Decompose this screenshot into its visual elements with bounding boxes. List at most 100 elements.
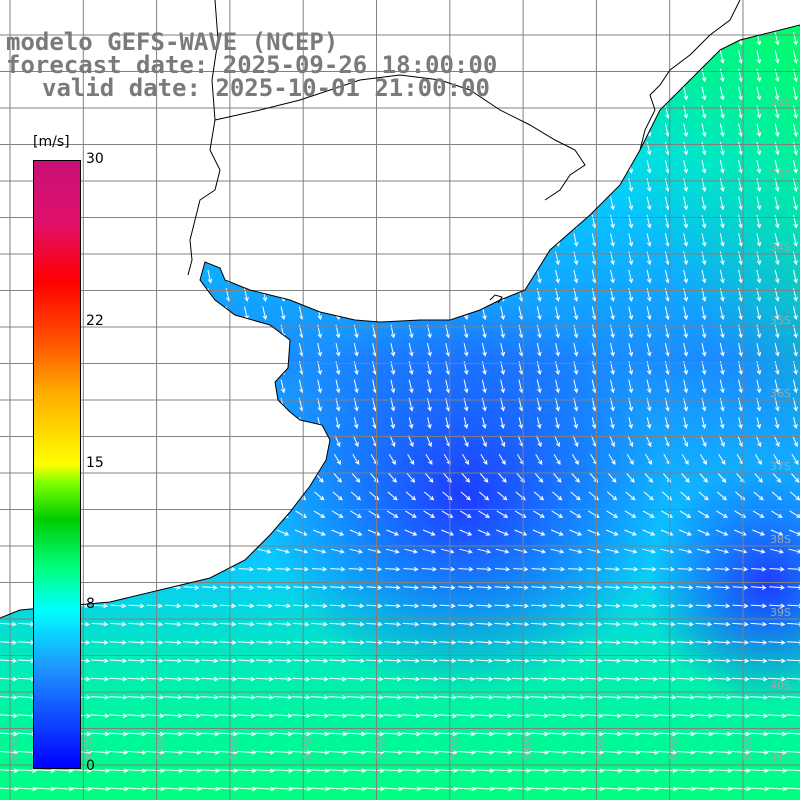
wind-arrow-icon xyxy=(518,123,524,138)
wind-arrow-icon xyxy=(146,658,164,664)
wind-arrow-icon xyxy=(18,603,35,609)
wind-arrow-icon xyxy=(683,379,689,394)
wind-arrow-icon xyxy=(770,548,784,554)
wind-arrow-icon xyxy=(481,269,487,284)
wind-arrow-icon xyxy=(602,786,623,792)
wind-arrow-icon xyxy=(401,750,422,755)
wind-arrow-icon xyxy=(24,196,30,211)
wind-arrow-icon xyxy=(53,786,74,792)
wind-arrow-icon xyxy=(162,786,184,792)
wind-arrow-icon xyxy=(92,585,108,590)
wind-arrow-icon xyxy=(260,454,268,466)
wind-arrow-icon xyxy=(701,159,707,174)
wind-arrow-icon xyxy=(328,676,347,682)
wind-arrow-icon xyxy=(353,435,359,448)
wind-arrow-icon xyxy=(536,379,542,394)
wind-arrow-icon xyxy=(694,676,713,682)
wind-arrow-icon xyxy=(773,435,780,448)
wind-arrow-icon xyxy=(756,196,762,211)
wind-arrow-icon xyxy=(93,529,107,536)
wind-arrow-icon xyxy=(420,676,439,682)
wind-arrow-icon xyxy=(182,676,201,682)
wind-arrow-icon xyxy=(536,269,542,284)
wind-arrow-icon xyxy=(71,786,93,792)
wind-arrow-icon xyxy=(327,750,348,755)
wind-arrow-icon xyxy=(401,695,421,700)
wind-arrow-icon xyxy=(768,640,786,645)
wind-arrow-icon xyxy=(565,768,586,774)
wind-arrow-icon xyxy=(518,269,524,284)
wind-arrow-icon xyxy=(658,676,677,682)
wind-arrow-icon xyxy=(664,342,670,357)
wind-arrow-icon xyxy=(170,178,176,193)
wind-arrow-icon xyxy=(353,123,359,138)
longitude-label: 54W xyxy=(521,735,534,760)
wind-arrow-icon xyxy=(774,379,780,394)
wind-arrow-icon xyxy=(164,676,183,682)
wind-arrow-icon xyxy=(115,379,121,394)
wind-arrow-icon xyxy=(427,141,432,156)
wind-arrow-icon xyxy=(664,159,670,174)
wind-arrow-icon xyxy=(207,159,213,174)
wind-arrow-icon xyxy=(555,306,560,321)
wind-arrow-icon xyxy=(566,695,586,700)
wind-arrow-icon xyxy=(146,621,164,627)
wind-arrow-icon xyxy=(372,214,377,229)
wind-arrow-icon xyxy=(316,435,323,448)
wind-arrow-icon xyxy=(441,529,454,536)
wind-arrow-icon xyxy=(97,25,103,28)
wind-arrow-icon xyxy=(500,269,506,284)
wind-arrow-icon xyxy=(280,25,286,28)
wind-arrow-icon xyxy=(335,214,341,229)
wind-arrow-icon xyxy=(730,768,751,774)
longitude-label: 59W xyxy=(155,735,168,760)
wind-arrow-icon xyxy=(513,585,529,590)
wind-arrow-icon xyxy=(625,472,635,483)
wind-arrow-icon xyxy=(640,658,658,664)
wind-arrow-icon xyxy=(126,731,147,737)
wind-arrow-icon xyxy=(646,105,652,119)
wind-arrow-icon xyxy=(793,196,798,211)
wind-arrow-icon xyxy=(331,510,344,518)
longitude-label: 61W xyxy=(8,735,21,760)
wind-arrow-icon xyxy=(421,603,438,609)
wind-arrow-icon xyxy=(24,214,30,229)
wind-arrow-icon xyxy=(390,105,396,119)
wind-arrow-icon xyxy=(621,658,640,664)
wind-arrow-icon xyxy=(426,435,432,448)
wind-arrow-icon xyxy=(111,529,125,536)
wind-arrow-icon xyxy=(700,435,707,448)
wind-arrow-icon xyxy=(53,768,74,774)
wind-arrow-icon xyxy=(189,25,194,28)
wind-arrow-icon xyxy=(242,454,250,466)
wind-arrow-icon xyxy=(24,251,30,266)
wind-arrow-icon xyxy=(701,417,707,430)
wind-arrow-icon xyxy=(217,786,239,792)
wind-arrow-icon xyxy=(477,548,492,554)
wind-arrow-icon xyxy=(274,658,292,664)
wind-arrow-icon xyxy=(591,68,597,83)
wind-arrow-icon xyxy=(536,306,542,321)
wind-arrow-icon xyxy=(427,196,432,211)
wind-arrow-icon xyxy=(280,214,286,229)
wind-arrow-icon xyxy=(400,768,422,774)
wind-arrow-icon xyxy=(236,786,257,792)
wind-arrow-icon xyxy=(372,269,377,284)
wind-arrow-icon xyxy=(207,178,213,193)
wind-arrow-icon xyxy=(768,603,786,609)
wind-arrow-icon xyxy=(675,786,696,792)
wind-arrow-icon xyxy=(513,566,529,572)
colorbar xyxy=(33,160,81,769)
wind-arrow-icon xyxy=(481,435,487,448)
wind-arrow-icon xyxy=(408,123,414,138)
wind-arrow-icon xyxy=(390,214,396,229)
wind-arrow-icon xyxy=(500,31,506,46)
wind-arrow-icon xyxy=(0,621,17,627)
wind-arrow-icon xyxy=(610,50,615,64)
wind-arrow-icon xyxy=(364,731,385,737)
wind-arrow-icon xyxy=(408,196,414,211)
wind-arrow-icon xyxy=(518,196,524,211)
wind-arrow-icon xyxy=(310,676,329,682)
wind-arrow-icon xyxy=(189,214,194,229)
